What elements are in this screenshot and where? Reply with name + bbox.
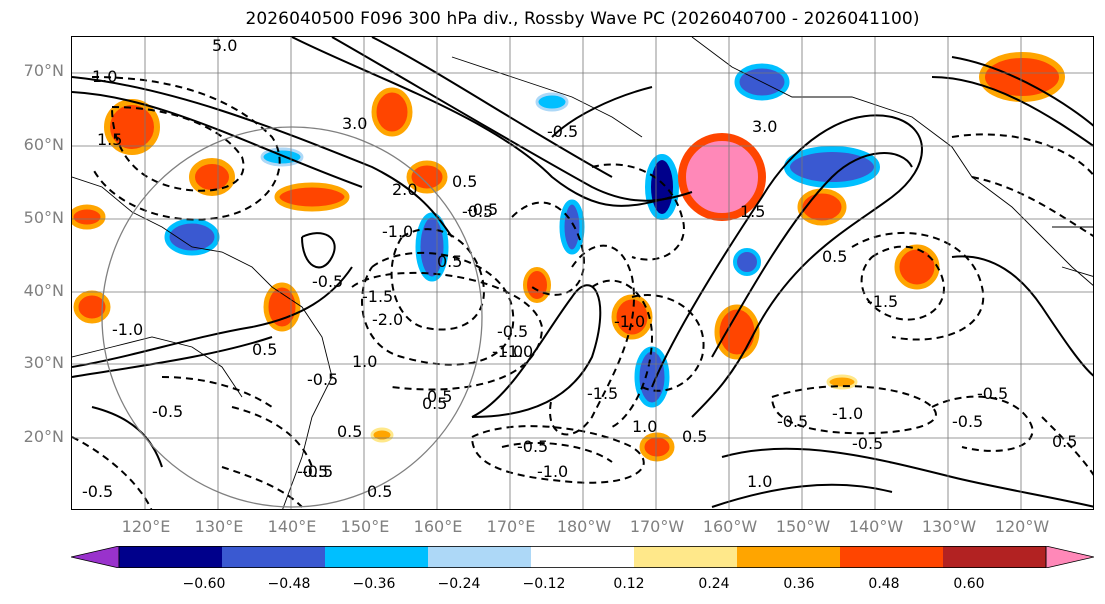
contour-label: -1.0: [112, 320, 143, 339]
colorbar-swatch: [840, 546, 944, 568]
lat-label-70n: 70°N: [23, 61, 64, 80]
contour-label: 0.5: [337, 422, 362, 441]
colorbar-swatch: [531, 546, 635, 568]
contour-label: -0.5: [852, 434, 883, 453]
contour-label: -1.5: [362, 287, 393, 306]
contour-label: 1.0: [747, 472, 772, 491]
contour-label: -1.5: [867, 292, 898, 311]
colorbar-tick: 0.60: [953, 576, 985, 592]
colorbar-swatch: [737, 546, 841, 568]
contour-label: -0.5: [297, 462, 328, 481]
colorbar-outline: [118, 546, 1047, 568]
contour-label: -0.5: [462, 202, 493, 221]
contour-label: -1.0: [502, 342, 533, 361]
contour-label: -2.0: [372, 310, 403, 329]
colorbar-tick: 0.12: [613, 576, 645, 592]
contour-label: 0.5: [452, 172, 477, 191]
contour-label: 0.5: [437, 252, 462, 271]
contour-label: 0.5: [1052, 432, 1077, 451]
colorbar-swatches: [70, 545, 1095, 569]
lon-label-160e: 160°E: [413, 517, 463, 536]
lat-label-20n: 20°N: [23, 427, 64, 446]
contour-labels: 5.0 3.0 2.0 1.5 1.0 0.5 -0.5 -1.0 -1.5 -…: [82, 37, 1077, 501]
divergence-shading: [72, 52, 1065, 462]
contour-label: -1.0: [382, 222, 413, 241]
map-canvas: 5.0 3.0 2.0 1.5 1.0 0.5 -0.5 -1.0 -1.5 -…: [72, 37, 1093, 509]
contour-label: -0.5: [777, 412, 808, 431]
contour-label: 0.5: [822, 247, 847, 266]
lon-label-120e: 120°E: [121, 517, 171, 536]
contour-label: 1.0: [352, 352, 377, 371]
contour-label: -0.5: [977, 384, 1008, 403]
colorbar-swatch: [1045, 545, 1095, 569]
colorbar-tick: −0.36: [352, 576, 396, 592]
colorbar-tick: 0.36: [783, 576, 815, 592]
contour-label: -0.5: [152, 402, 183, 421]
lat-label-30n: 30°N: [23, 353, 64, 372]
lat-label-40n: 40°N: [23, 281, 64, 300]
contour-label: -0.5: [302, 462, 333, 481]
contour-label: -0.5: [497, 322, 528, 341]
lon-label-160w: 160°W: [702, 517, 758, 536]
contour-label: 0.5: [252, 340, 277, 359]
colorbar-tick: −0.24: [437, 576, 481, 592]
lon-label-130w: 130°W: [921, 517, 977, 536]
lon-label-130e: 130°E: [194, 517, 244, 536]
lon-label-180w: 180°W: [556, 517, 612, 536]
contour-label: -0.5: [952, 412, 983, 431]
lon-label-150w: 150°W: [775, 517, 831, 536]
contour-label: 0.5: [422, 394, 447, 413]
colorbar-tick: 0.48: [868, 576, 900, 592]
contour-label: -0.5: [517, 437, 548, 456]
contour-label: -0.5: [467, 200, 498, 219]
contour-label: 1.5: [97, 130, 122, 149]
contour-label: 0.5: [427, 387, 452, 406]
contour-label: -1.0: [832, 404, 863, 423]
lon-label-170e: 170°E: [486, 517, 536, 536]
contour-label: 1.0: [92, 67, 117, 86]
contour-label: -1.0: [492, 342, 523, 361]
lon-label-120w: 120°W: [994, 517, 1050, 536]
colorbar-swatch: [943, 546, 1047, 568]
contour-label: -1.0: [614, 312, 645, 331]
contour-label: 3.0: [342, 114, 367, 133]
contour-label: 1.0: [632, 417, 657, 436]
coastlines: [72, 37, 1093, 509]
contour-label: 5.0: [212, 37, 237, 55]
solid-contours: [72, 37, 1093, 508]
contour-label: -0.5: [312, 272, 343, 291]
contour-label: -0.5: [82, 482, 113, 501]
colorbar-swatch: [70, 545, 120, 569]
dashed-contours: [72, 76, 1093, 509]
colorbar-swatch: [428, 546, 532, 568]
contour-label: 1.5: [740, 202, 765, 221]
contour-label: -0.5: [547, 122, 578, 141]
contour-label: -1.0: [537, 462, 568, 481]
colorbar-tick: −0.60: [182, 576, 226, 592]
colorbar-swatch: [119, 546, 223, 568]
colorbar-tick: 0.24: [698, 576, 730, 592]
lon-label-150e: 150°E: [340, 517, 390, 536]
contour-label: -0.5: [307, 370, 338, 389]
contour-label: 0.5: [367, 482, 392, 501]
lon-label-170w: 170°W: [629, 517, 685, 536]
colorbar-swatch: [634, 546, 738, 568]
reference-circle: [101, 126, 483, 508]
contour-label: 2.0: [392, 180, 417, 199]
colorbar-swatch: [325, 546, 429, 568]
lon-label-140e: 140°E: [267, 517, 317, 536]
lat-label-60n: 60°N: [23, 135, 64, 154]
contour-label: 3.0: [752, 117, 777, 136]
colorbar-swatch: [222, 546, 326, 568]
colorbar-tick: −0.12: [522, 576, 566, 592]
lon-label-140w: 140°W: [848, 517, 904, 536]
lat-label-50n: 50°N: [23, 208, 64, 227]
gridlines: [72, 37, 1093, 509]
contour-label: -1.5: [587, 384, 618, 403]
contour-label: 0.5: [682, 427, 707, 446]
map-title: 2026040500 F096 300 hPa div., Rossby Wav…: [245, 9, 920, 29]
colorbar: [70, 545, 1095, 569]
map-panel: 5.0 3.0 2.0 1.5 1.0 0.5 -0.5 -1.0 -1.5 -…: [71, 36, 1094, 510]
colorbar-tick: −0.48: [267, 576, 311, 592]
